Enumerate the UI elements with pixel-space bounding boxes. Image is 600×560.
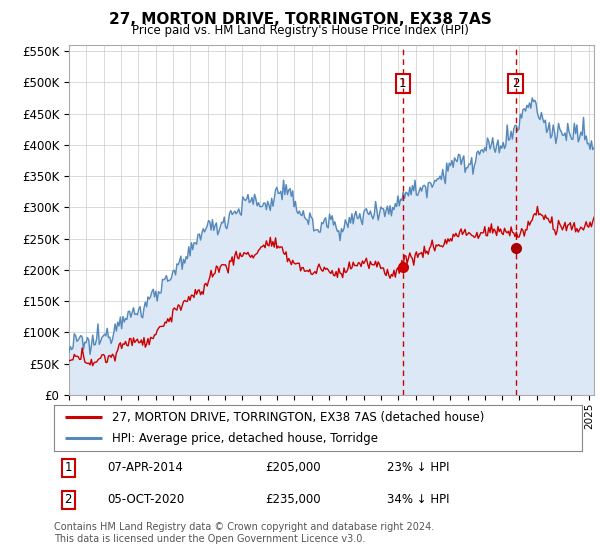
Text: HPI: Average price, detached house, Torridge: HPI: Average price, detached house, Torr… xyxy=(112,432,378,445)
Text: £235,000: £235,000 xyxy=(265,493,321,506)
Text: 07-APR-2014: 07-APR-2014 xyxy=(107,461,182,474)
Text: 2: 2 xyxy=(512,77,519,90)
Text: 34% ↓ HPI: 34% ↓ HPI xyxy=(386,493,449,506)
Text: Contains HM Land Registry data © Crown copyright and database right 2024.
This d: Contains HM Land Registry data © Crown c… xyxy=(54,522,434,544)
Text: 1: 1 xyxy=(65,461,72,474)
Text: 05-OCT-2020: 05-OCT-2020 xyxy=(107,493,184,506)
Text: Price paid vs. HM Land Registry's House Price Index (HPI): Price paid vs. HM Land Registry's House … xyxy=(131,24,469,37)
Text: 27, MORTON DRIVE, TORRINGTON, EX38 7AS (detached house): 27, MORTON DRIVE, TORRINGTON, EX38 7AS (… xyxy=(112,411,484,424)
Text: 2: 2 xyxy=(65,493,72,506)
Text: 1: 1 xyxy=(399,77,407,90)
Text: 27, MORTON DRIVE, TORRINGTON, EX38 7AS: 27, MORTON DRIVE, TORRINGTON, EX38 7AS xyxy=(109,12,491,27)
Text: £205,000: £205,000 xyxy=(265,461,321,474)
Text: 23% ↓ HPI: 23% ↓ HPI xyxy=(386,461,449,474)
